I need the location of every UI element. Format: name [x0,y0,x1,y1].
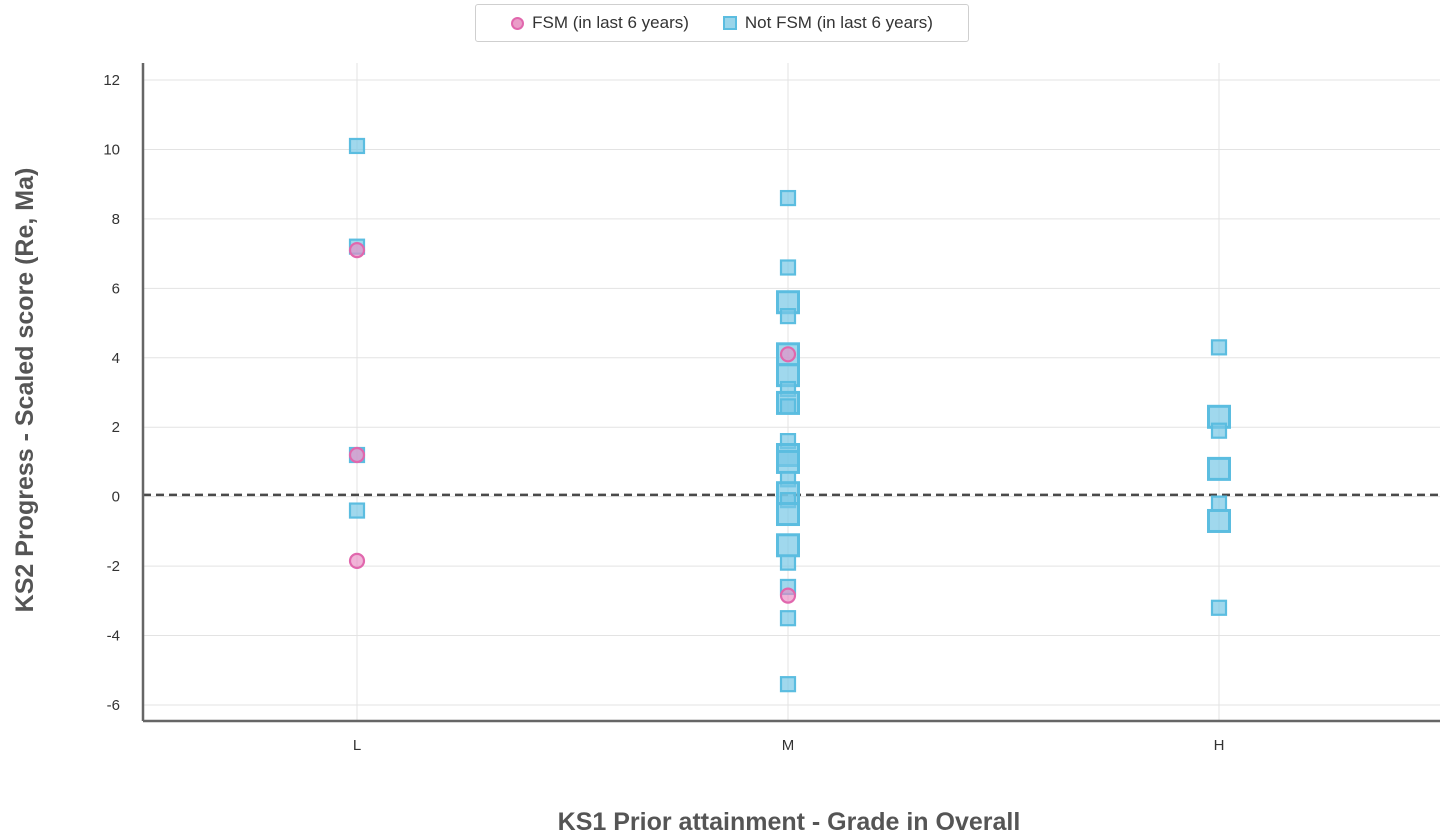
y-axis-title: KS2 Progress - Scaled score (Re, Ma) [11,168,39,613]
not-fsm-point[interactable] [1210,422,1228,439]
x-axis-title: KS1 Prior attainment - Grade in Overall [558,808,1021,836]
legend-label-not-fsm: Not FSM (in last 6 years) [744,13,933,32]
not-fsm-point[interactable] [348,502,366,519]
legend-circle-marker [511,16,525,30]
not-fsm-point[interactable] [779,259,797,276]
fsm-point[interactable] [348,446,366,464]
legend-entry-not-fsm[interactable]: Not FSM (in last 6 years) [722,13,933,33]
not-fsm-point[interactable] [779,554,797,571]
legend: FSM (in last 6 years) Not FSM (in last 6… [475,4,969,42]
y-tick-label: 4 [112,350,120,367]
data-points [348,137,1231,693]
y-tick-label: 2 [112,419,120,436]
legend-entry-fsm[interactable]: FSM (in last 6 years) [511,13,689,33]
y-tick-label: -6 [107,697,120,714]
not-fsm-point[interactable] [1207,456,1231,481]
not-fsm-point[interactable] [776,502,800,527]
not-fsm-point[interactable] [779,610,797,627]
not-fsm-point[interactable] [779,189,797,207]
y-tick-label: 0 [112,489,120,506]
not-fsm-point[interactable] [779,398,797,415]
not-fsm-point[interactable] [776,449,800,474]
legend-square-marker [722,16,737,30]
not-fsm-point[interactable] [1207,508,1231,533]
y-tick-label: -4 [107,628,120,645]
y-tick-labels: -6 -4 -2 0 2 4 6 8 10 12 [103,72,120,714]
legend-label-fsm: FSM (in last 6 years) [532,13,689,32]
fsm-point[interactable] [779,587,797,604]
y-tick-label: 12 [103,72,120,89]
x-tick-label: H [1214,737,1225,754]
fsm-point[interactable] [779,346,797,363]
not-fsm-point[interactable] [1210,495,1228,512]
not-fsm-point[interactable] [779,308,797,325]
not-fsm-point[interactable] [776,533,800,558]
fsm-point[interactable] [348,552,366,570]
not-fsm-point[interactable] [348,137,366,155]
x-tick-label: L [353,737,361,754]
not-fsm-point[interactable] [1210,339,1228,356]
not-fsm-point[interactable] [779,676,797,693]
fsm-point[interactable] [348,242,366,259]
y-tick-label: 8 [112,211,120,228]
y-tick-label: 10 [103,141,120,158]
not-fsm-point[interactable] [1210,599,1228,616]
y-tick-label: -2 [107,558,120,575]
y-tick-label: 6 [112,280,120,297]
x-tick-label: M [782,737,795,754]
axes [141,63,1440,723]
